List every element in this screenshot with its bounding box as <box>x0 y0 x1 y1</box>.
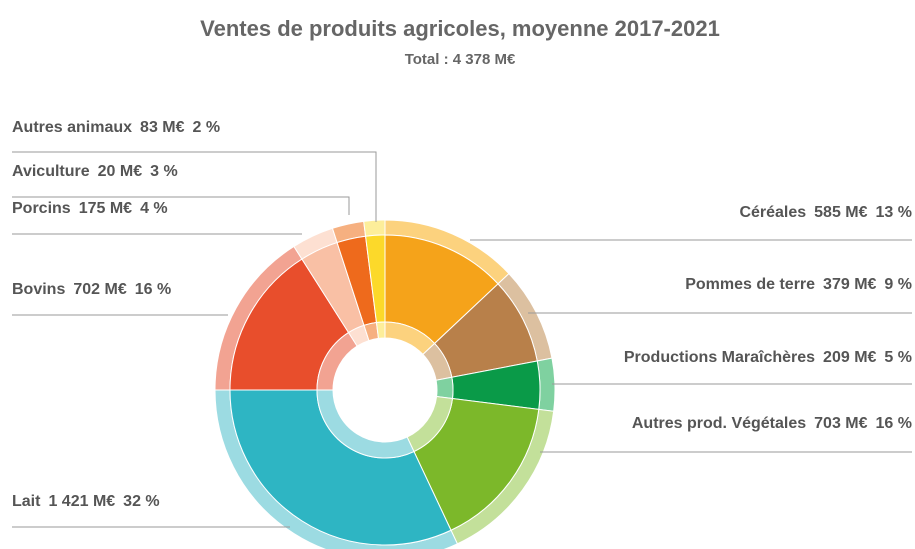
chart-subtitle: Total : 4 378 M€ <box>405 51 516 68</box>
label-percent: 13 % <box>876 204 912 221</box>
label-name: Pommes de terre <box>685 276 815 293</box>
slice-label: Porcins 175 M€ 4 % <box>12 200 168 217</box>
label-percent: 5 % <box>884 349 912 366</box>
label-amount: 20 M€ <box>98 163 143 180</box>
label-amount: 1 421 M€ <box>48 493 115 510</box>
slice-group <box>435 357 556 412</box>
label-percent: 16 % <box>876 415 912 432</box>
label-name: Bovins <box>12 281 65 298</box>
slice-label: Lait 1 421 M€ 32 % <box>12 493 160 510</box>
leader-line <box>12 151 377 222</box>
label-percent: 4 % <box>140 200 168 217</box>
slice-group <box>293 227 370 347</box>
slice-group <box>406 395 555 545</box>
label-amount: 379 M€ <box>823 276 876 293</box>
label-amount: 703 M€ <box>814 415 867 432</box>
label-name: Céréales <box>739 204 806 221</box>
slice-rim <box>363 219 386 237</box>
chart-title: Ventes de produits agricoles, moyenne 20… <box>200 16 720 41</box>
label-name: Aviculture <box>12 163 90 180</box>
slice-group <box>422 272 553 381</box>
slice-group <box>331 220 380 342</box>
label-percent: 9 % <box>884 276 912 293</box>
label-amount: 83 M€ <box>140 119 185 136</box>
label-amount: 175 M€ <box>79 200 132 217</box>
label-amount: 702 M€ <box>73 281 126 298</box>
slice <box>229 389 452 546</box>
slice-group <box>214 245 358 391</box>
label-percent: 3 % <box>150 163 178 180</box>
slice-group <box>363 219 386 339</box>
label-percent: 32 % <box>123 493 159 510</box>
slice-label: Autres animaux 83 M€ 2 % <box>12 119 220 136</box>
label-name: Autres animaux <box>12 119 132 136</box>
label-percent: 2 % <box>193 119 221 136</box>
slice-label: Céréales 585 M€ 13 % <box>739 204 912 221</box>
label-amount: 209 M€ <box>823 349 876 366</box>
slice-label: Pommes de terre 379 M€ 9 % <box>685 276 912 293</box>
slice-label: Bovins 702 M€ 16 % <box>12 281 171 298</box>
slice-label: Productions Maraîchères 209 M€ 5 % <box>624 349 912 366</box>
slice-inner-ring <box>375 321 386 339</box>
slice-inner-ring <box>435 376 454 400</box>
label-amount: 585 M€ <box>814 204 867 221</box>
label-name: Autres prod. Végétales <box>632 415 806 432</box>
label-name: Porcins <box>12 200 71 217</box>
slice-label: Aviculture 20 M€ 3 % <box>12 163 178 180</box>
label-name: Productions Maraîchères <box>624 349 815 366</box>
label-name: Lait <box>12 493 41 510</box>
slice-group <box>214 389 459 549</box>
label-percent: 16 % <box>135 281 171 298</box>
leader-line <box>12 196 350 215</box>
slice-label: Autres prod. Végétales 703 M€ 16 % <box>632 415 912 432</box>
